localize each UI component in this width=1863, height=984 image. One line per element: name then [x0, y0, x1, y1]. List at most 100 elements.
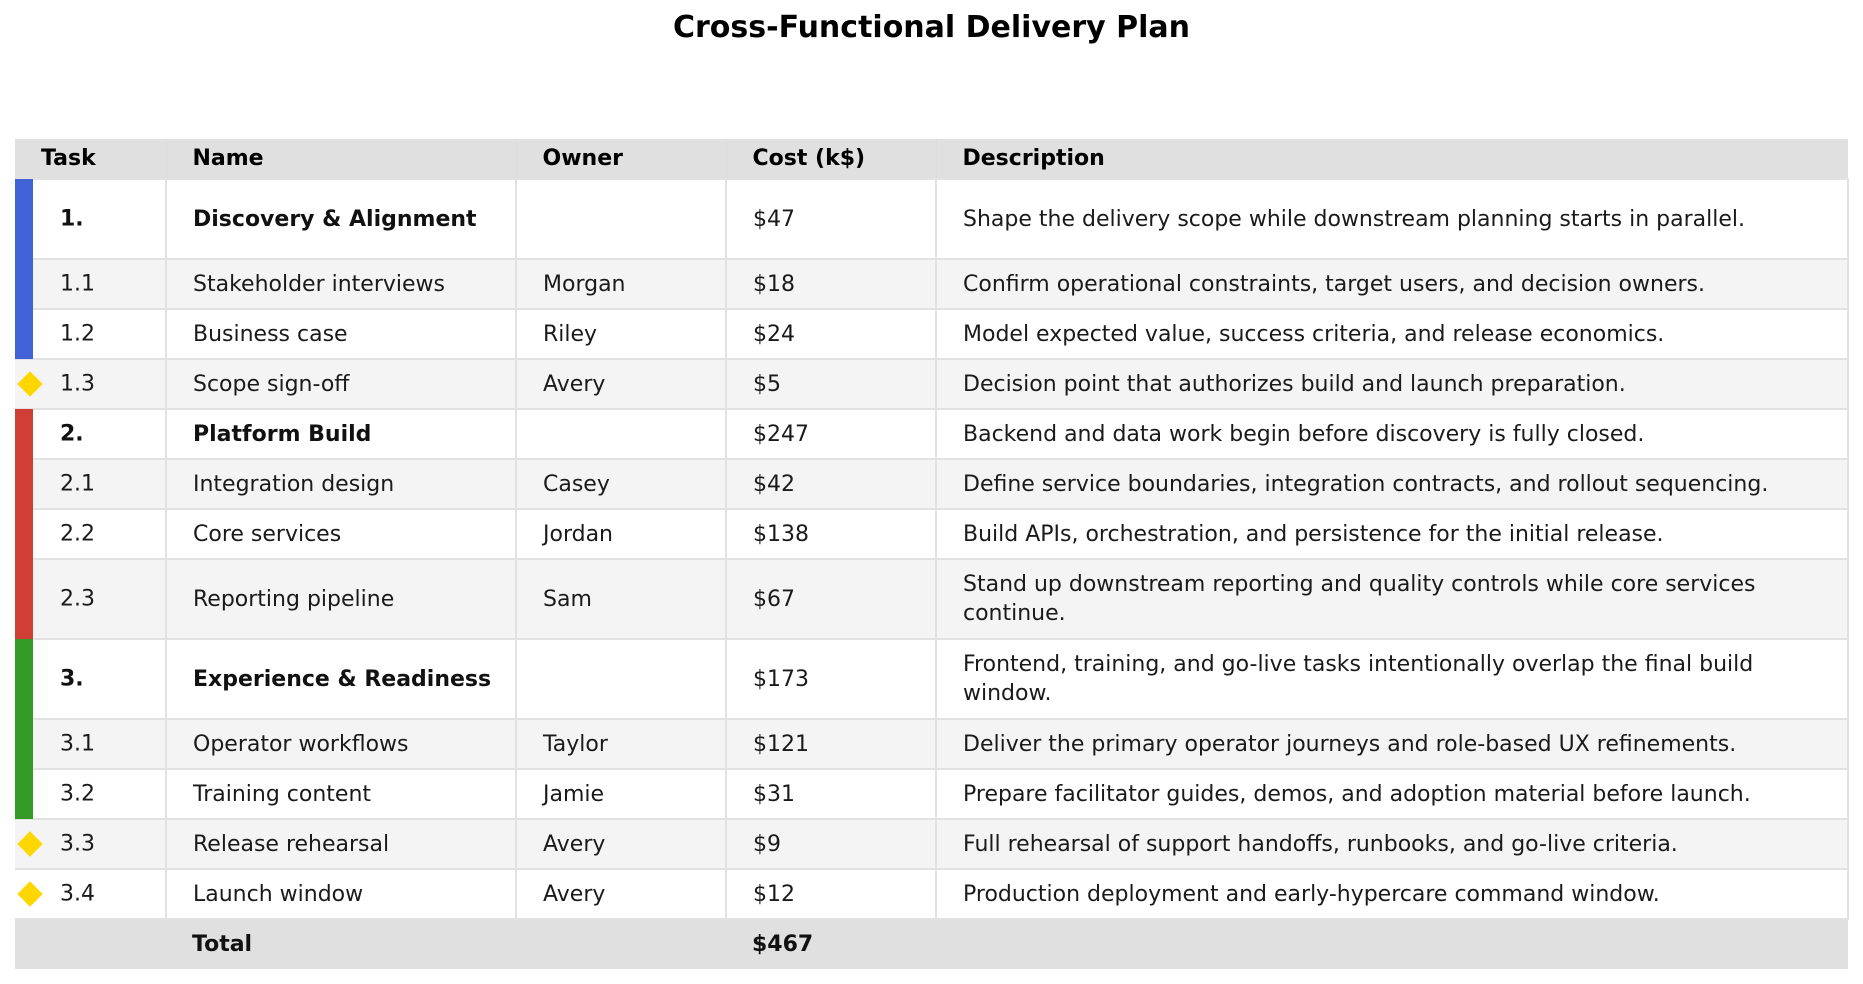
task-description: Full rehearsal of support handoffs, runb… [935, 818, 1849, 870]
table-row-milestone[interactable]: 3.3 Release rehearsal Avery $9 Full rehe… [15, 818, 1849, 870]
task-owner: Casey [515, 458, 727, 510]
table-row[interactable]: 3.2 Training content Jamie $31 Prepare f… [15, 768, 1849, 820]
task-description: Decision point that authorizes build and… [935, 358, 1849, 410]
table-row-phase[interactable]: 2. Platform Build $247 Backend and data … [15, 408, 1849, 460]
milestone-diamond-icon [17, 371, 43, 397]
phase-color-bar [15, 559, 33, 639]
task-number: 2.2 [60, 521, 95, 547]
task-number: 3.1 [60, 731, 95, 757]
total-owner-cell [516, 919, 726, 969]
task-description: Prepare facilitator guides, demos, and a… [935, 768, 1849, 820]
table-row-milestone[interactable]: 3.4 Launch window Avery $12 Production d… [15, 868, 1849, 920]
task-owner: Sam [515, 558, 727, 640]
task-number: 2.3 [60, 586, 95, 612]
task-cost: $121 [725, 718, 937, 770]
table-row-phase[interactable]: 1. Discovery & Alignment $47 Shape the d… [15, 178, 1849, 260]
task-name: Training content [165, 768, 517, 820]
total-task-cell [15, 919, 166, 969]
task-description: Build APIs, orchestration, and persisten… [935, 508, 1849, 560]
table-row[interactable]: 1.1 Stakeholder interviews Morgan $18 Co… [15, 258, 1849, 310]
task-cell: 3.4 [15, 868, 167, 920]
table-row-milestone[interactable]: 1.3 Scope sign-off Avery $5 Decision poi… [15, 358, 1849, 410]
task-description: Model expected value, success criteria, … [935, 308, 1849, 360]
table-row-phase[interactable]: 3. Experience & Readiness $173 Frontend,… [15, 638, 1849, 720]
task-owner: Jordan [515, 508, 727, 560]
task-description: Production deployment and early-hypercar… [935, 868, 1849, 920]
task-owner: Avery [515, 818, 727, 870]
task-owner: Morgan [515, 258, 727, 310]
task-description: Deliver the primary operator journeys an… [935, 718, 1849, 770]
task-cost: $9 [725, 818, 937, 870]
total-description-cell [936, 919, 1848, 969]
phase-color-bar [15, 769, 33, 819]
task-number: 3.4 [60, 881, 95, 907]
total-row: Total $467 [15, 919, 1848, 969]
task-name: Release rehearsal [165, 818, 517, 870]
total-label: Total [166, 919, 516, 969]
column-header-task[interactable]: Task [15, 139, 167, 179]
task-name: Operator workflows [165, 718, 517, 770]
table-row[interactable]: 3.1 Operator workflows Taylor $121 Deliv… [15, 718, 1849, 770]
total-cost: $467 [726, 919, 936, 969]
task-cell: 3.3 [15, 818, 167, 870]
task-owner: Taylor [515, 718, 727, 770]
milestone-diamond-icon [17, 831, 43, 857]
task-name: Platform Build [165, 408, 517, 460]
task-cell: 1.3 [15, 358, 167, 410]
task-owner [515, 638, 727, 720]
column-header-name[interactable]: Name [166, 139, 517, 179]
task-number: 1.2 [60, 321, 95, 347]
task-number: 1.3 [60, 371, 95, 397]
task-cost: $24 [725, 308, 937, 360]
task-cost: $12 [725, 868, 937, 920]
task-cost: $173 [725, 638, 937, 720]
task-owner: Avery [515, 358, 727, 410]
table-row[interactable]: 2.1 Integration design Casey $42 Define … [15, 458, 1849, 510]
task-cell: 3.1 [15, 718, 167, 770]
task-name: Scope sign-off [165, 358, 517, 410]
table-row[interactable]: 2.2 Core services Jordan $138 Build APIs… [15, 508, 1849, 560]
task-number: 1. [60, 206, 84, 232]
task-description: Shape the delivery scope while downstrea… [935, 178, 1849, 260]
task-cost: $67 [725, 558, 937, 640]
task-cost: $42 [725, 458, 937, 510]
task-cell: 2.2 [15, 508, 167, 560]
task-owner [515, 408, 727, 460]
task-owner: Riley [515, 308, 727, 360]
task-cost: $18 [725, 258, 937, 310]
task-description: Backend and data work begin before disco… [935, 408, 1849, 460]
task-cost: $247 [725, 408, 937, 460]
page-title: Cross-Functional Delivery Plan [672, 10, 1191, 45]
task-cell: 2.3 [15, 558, 167, 640]
phase-color-bar [15, 639, 33, 719]
task-owner [515, 178, 727, 260]
task-cell: 2.1 [15, 458, 167, 510]
table-row[interactable]: 2.3 Reporting pipeline Sam $67 Stand up … [15, 558, 1849, 640]
task-number: 1.1 [60, 271, 95, 297]
task-name: Business case [165, 308, 517, 360]
task-name: Integration design [165, 458, 517, 510]
task-cell: 1.2 [15, 308, 167, 360]
task-name: Stakeholder interviews [165, 258, 517, 310]
phase-color-bar [15, 309, 33, 359]
task-cell: 3.2 [15, 768, 167, 820]
task-cell: 2. [15, 408, 167, 460]
milestone-diamond-icon [17, 881, 43, 907]
task-name: Core services [165, 508, 517, 560]
table-row[interactable]: 1.2 Business case Riley $24 Model expect… [15, 308, 1849, 360]
task-name: Discovery & Alignment [165, 178, 517, 260]
task-cost: $31 [725, 768, 937, 820]
task-cost: $47 [725, 178, 937, 260]
table-header-row: Task Name Owner Cost (k$) Description [15, 139, 1848, 179]
column-header-owner[interactable]: Owner [516, 139, 727, 179]
task-name: Reporting pipeline [165, 558, 517, 640]
column-header-description[interactable]: Description [936, 139, 1848, 179]
phase-color-bar [15, 509, 33, 559]
task-number: 3.3 [60, 831, 95, 857]
task-cell: 3. [15, 638, 167, 720]
delivery-plan-table: Task Name Owner Cost (k$) Description 1.… [15, 139, 1849, 969]
task-cost: $138 [725, 508, 937, 560]
task-number: 3.2 [60, 781, 95, 807]
phase-color-bar [15, 179, 33, 259]
column-header-cost[interactable]: Cost (k$) [726, 139, 937, 179]
